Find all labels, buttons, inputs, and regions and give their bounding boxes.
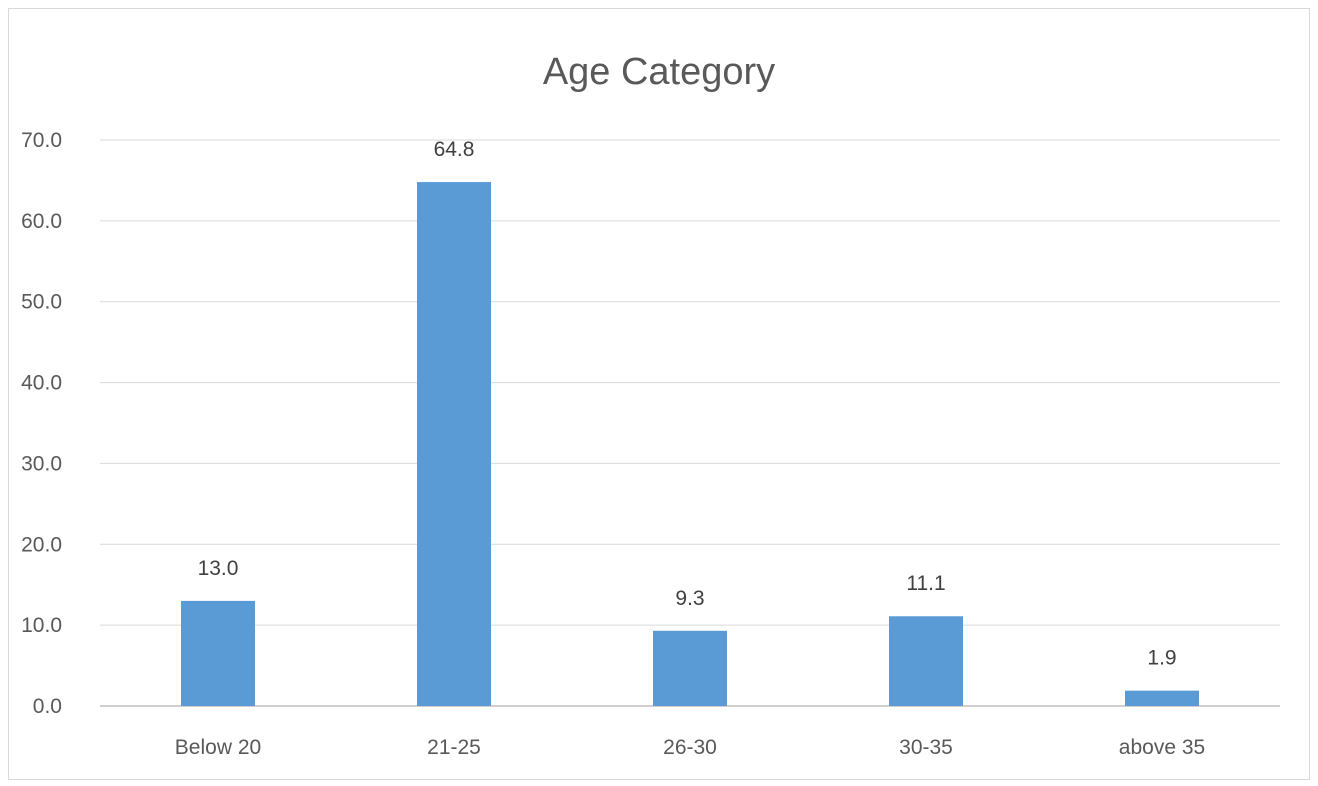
y-tick-label: 40.0 — [21, 372, 62, 395]
data-label: 11.1 — [906, 572, 945, 595]
gridlines — [100, 139, 1280, 707]
bar — [1125, 690, 1199, 706]
chart-title: Age Category — [543, 51, 775, 93]
x-axis-ticks: Below 20 21-25 26-30 30-35 above 35 — [175, 736, 1205, 759]
bar — [653, 630, 727, 706]
y-tick-label: 60.0 — [21, 210, 62, 233]
bars — [181, 182, 1199, 706]
x-tick-label: 30-35 — [899, 736, 953, 759]
y-axis-ticks: 0.0 10.0 20.0 30.0 40.0 50.0 60.0 70.0 — [21, 129, 62, 718]
y-tick-label: 70.0 — [21, 129, 62, 152]
y-tick-label: 10.0 — [21, 614, 62, 637]
x-tick-label: 26-30 — [663, 736, 717, 759]
y-tick-label: 20.0 — [21, 533, 62, 556]
data-labels: 13.0 64.8 9.3 11.1 1.9 — [198, 138, 1177, 670]
data-label: 13.0 — [198, 557, 239, 580]
bar — [181, 600, 255, 706]
bar — [889, 616, 963, 706]
y-tick-label: 0.0 — [33, 695, 62, 718]
data-label: 64.8 — [434, 138, 475, 161]
y-tick-label: 50.0 — [21, 291, 62, 314]
data-label: 1.9 — [1147, 647, 1176, 670]
y-tick-label: 30.0 — [21, 452, 62, 475]
x-tick-label: above 35 — [1119, 736, 1205, 759]
bar — [417, 182, 491, 706]
data-label: 9.3 — [675, 587, 704, 610]
x-tick-label: 21-25 — [427, 736, 481, 759]
x-tick-label: Below 20 — [175, 736, 261, 759]
